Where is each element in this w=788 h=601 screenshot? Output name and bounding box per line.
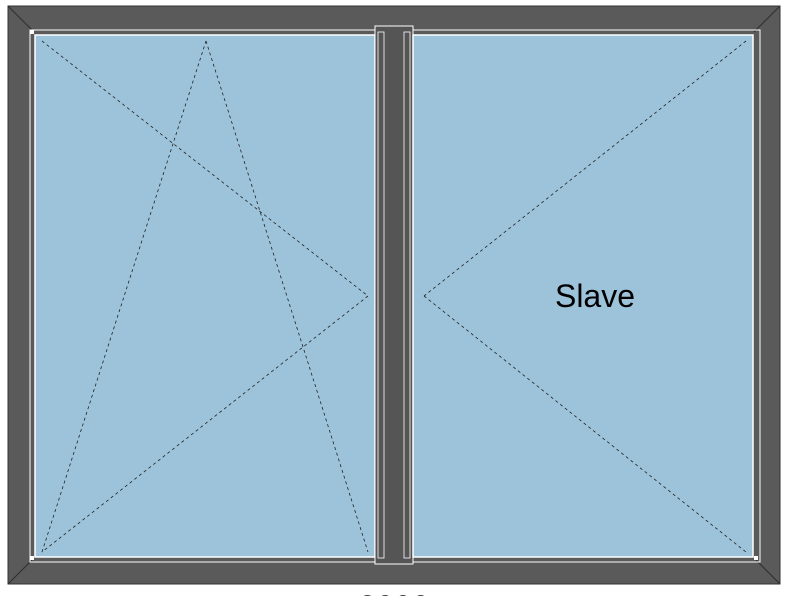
right-sash: Slave (412, 34, 754, 558)
left-tilt-line-b (205, 40, 369, 553)
corner-marker-tl (30, 30, 34, 34)
frame-bevel-tl (7, 5, 35, 33)
right-turn-line-a (423, 40, 747, 297)
sash-label: Slave (555, 278, 635, 314)
corner-marker-br (754, 556, 758, 560)
mullion-inner-right (403, 31, 411, 559)
corner-marker-bl (30, 556, 34, 560)
mullion-body (374, 25, 414, 565)
corner-markers (30, 30, 758, 560)
left-sash (34, 34, 376, 558)
frame-bevel-tr (753, 5, 781, 33)
right-glass-pane (412, 34, 754, 558)
mullion-inner-left (377, 31, 385, 559)
center-mullion (374, 25, 414, 565)
left-turn-line-a (41, 40, 369, 297)
width-dimension-label: 2000 (358, 589, 429, 596)
right-turn-line-b (423, 295, 747, 553)
left-glass-pane (34, 34, 376, 558)
